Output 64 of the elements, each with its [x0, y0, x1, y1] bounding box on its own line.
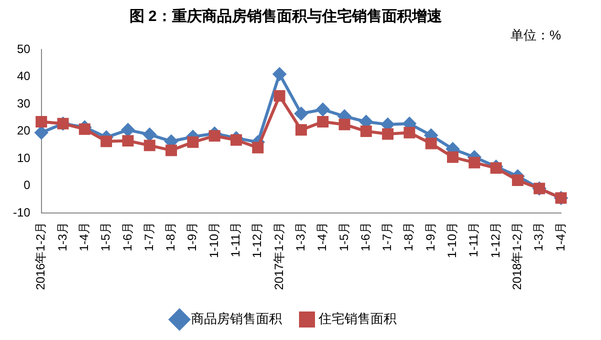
point — [338, 118, 350, 130]
text: 单位：% — [510, 27, 562, 42]
y-tick-label: 10 — [16, 150, 31, 165]
point — [360, 126, 372, 138]
x-tick-label: 1-9月 — [185, 222, 200, 252]
y-tick-label: 30 — [16, 96, 31, 110]
point — [490, 162, 502, 174]
x-tick-label: 1-12月 — [250, 222, 264, 258]
point — [316, 103, 330, 116]
legend-label: 商品房销售面积 — [191, 311, 282, 326]
x-tick-label: 1-4月 — [553, 222, 568, 252]
point — [512, 174, 524, 186]
x-tick-label: 1-4月 — [315, 222, 330, 252]
point — [121, 123, 134, 136]
point — [166, 144, 177, 156]
point — [122, 135, 134, 147]
y-tick-label: -10 — [13, 205, 31, 220]
x-tick-label: 1-8月 — [164, 222, 178, 252]
y-tick-label: 20 — [16, 124, 31, 138]
x-tick-label: 1-11月 — [228, 222, 243, 258]
legend-label: 住宅销售面积 — [318, 311, 396, 326]
point — [404, 126, 416, 138]
point — [230, 134, 242, 146]
x-tick-label: 1-3月 — [55, 222, 70, 252]
x-tick-label: 1-3月 — [293, 222, 308, 252]
point — [382, 128, 394, 140]
point — [446, 151, 458, 163]
point — [144, 140, 156, 152]
point — [252, 142, 264, 154]
x-tick-label: 1-9月 — [423, 222, 438, 252]
x-tick-label: 1-6月 — [120, 222, 134, 252]
point — [317, 116, 329, 128]
x-tick-label: 1-6月 — [358, 222, 372, 252]
x-tick-label: 1-12月 — [488, 222, 502, 258]
point — [425, 138, 437, 150]
x-tick-label: 2016年1-2月 — [34, 222, 48, 290]
x-tick-label: 1-7月 — [142, 222, 156, 252]
point — [294, 107, 308, 120]
x-tick-label: 1-5月 — [98, 222, 113, 252]
y-tick-label: 0 — [24, 178, 31, 192]
x-tick-label: 1-4月 — [76, 222, 91, 252]
point — [143, 128, 156, 142]
x-tick-label: 1-7月 — [380, 222, 394, 252]
x-tick-label: 1-3月 — [532, 222, 546, 252]
x-tick-label: 1-10月 — [206, 222, 221, 258]
x-tick-label: 1-8月 — [402, 222, 416, 252]
point — [208, 130, 220, 142]
x-tick-label: 1-5月 — [336, 222, 351, 252]
point — [273, 68, 286, 81]
x-tick-label: 2017年1-2月 — [272, 222, 286, 290]
point — [34, 126, 48, 140]
x-tick-label: 1-11月 — [466, 222, 481, 258]
x-tick-label: 1-10月 — [445, 222, 460, 258]
point — [100, 136, 112, 148]
point — [295, 124, 307, 136]
point — [274, 90, 286, 102]
point — [36, 116, 48, 128]
x-tick-label: 2018年1-2月 — [510, 222, 524, 290]
y-tick-label: 40 — [16, 69, 31, 84]
chart-title: 图 2：重庆商品房销售面积与住宅销售面积增速 — [129, 7, 443, 26]
y-tick-label: 50 — [16, 42, 31, 56]
point — [78, 123, 90, 135]
point — [468, 156, 480, 168]
point — [187, 136, 199, 148]
